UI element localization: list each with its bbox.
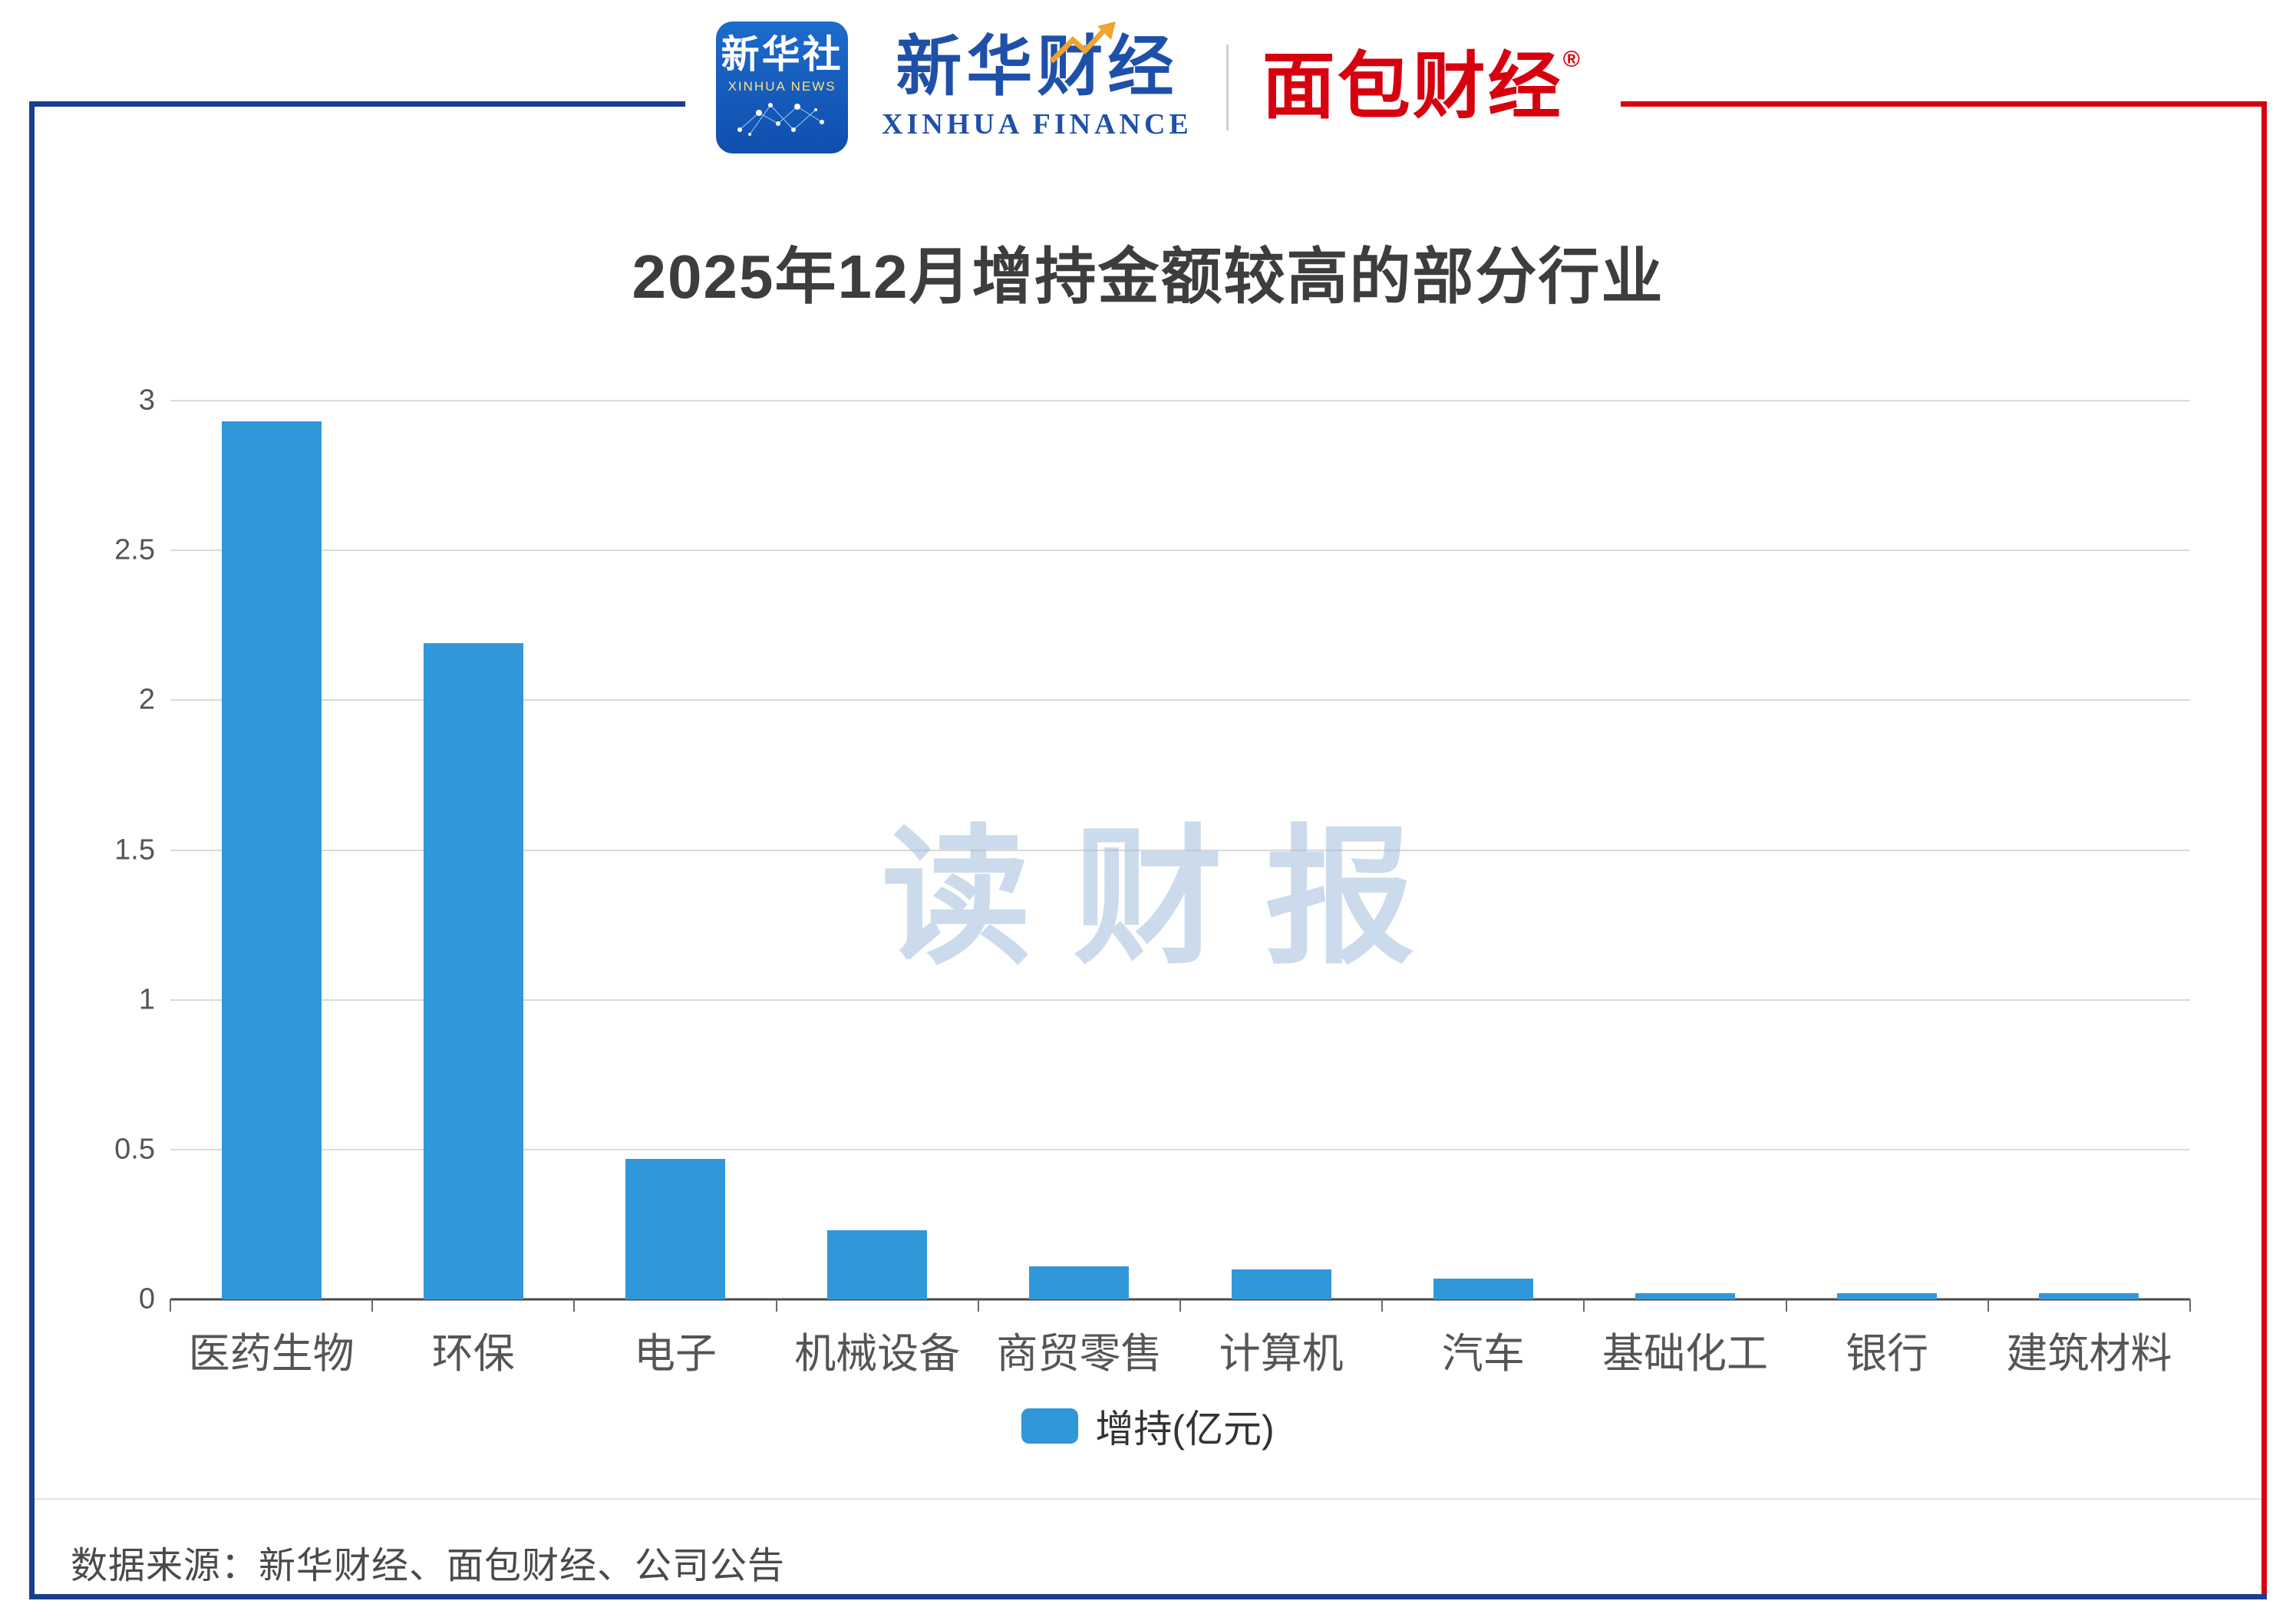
bar-建筑材料 (2039, 1293, 2139, 1299)
bar-slot: 机械设备 (777, 401, 978, 1377)
y-axis-tick-label: 2.5 (114, 533, 155, 566)
x-axis-category-label: 计算机 (1219, 1331, 1344, 1377)
y-axis-tick-label: 3 (138, 384, 155, 417)
frame-top-left-blue (29, 101, 685, 107)
gridline (170, 998, 2190, 1001)
data-source-text: 数据来源：新华财经、面包财经、公司公告 (71, 1546, 786, 1586)
frame-top-right-red (1621, 101, 2267, 107)
gridline (170, 400, 2190, 401)
legend: 增持(亿元) (0, 1398, 2296, 1454)
gridline (170, 550, 2190, 552)
plot-area: 0 0.5 1 1.5 2 2.5 3 医药生物 环保 电子 机械设备 商贸零售 计算机 汽车 基础化工 银行… (114, 385, 2191, 1377)
frame-right-red (2261, 101, 2267, 1599)
frame-bottom-blue (29, 1594, 2267, 1599)
xinhua-finance-en: XINHUA FINANCE (882, 108, 1193, 140)
legend-marker (1021, 1408, 1079, 1444)
xinhua-finance-cn: 新华财经 (896, 28, 1179, 105)
x-axis-tick (1179, 1299, 1181, 1312)
x-axis-category-label: 电子 (633, 1331, 717, 1377)
xinhua-news-logo-title: 新华社 (721, 33, 843, 76)
bar-slot: 商贸零售 (978, 401, 1180, 1377)
bar-slot: 环保 (372, 401, 574, 1377)
x-axis-tick (1381, 1299, 1384, 1312)
bar-商贸零售 (1029, 1266, 1130, 1299)
y-axis-tick-label: 1 (138, 983, 155, 1016)
bar-slot: 计算机 (1180, 401, 1382, 1377)
x-axis-category-label: 商贸零售 (996, 1331, 1163, 1377)
x-axis-tick (775, 1299, 777, 1312)
network-globe-icon (737, 103, 825, 136)
x-axis-category-label: 医药生物 (188, 1331, 355, 1377)
bar-slot: 建筑材料 (1988, 401, 2190, 1377)
x-axis-tick (170, 1299, 171, 1312)
bar-slot: 电子 (574, 401, 776, 1377)
bar-医药生物 (221, 421, 322, 1299)
bar-环保 (423, 643, 523, 1299)
registered-mark: ® (1562, 47, 1580, 73)
y-axis-tick-label: 0.5 (114, 1133, 155, 1166)
bar-slot: 医药生物 (170, 401, 372, 1377)
x-axis-category-label: 基础化工 (1602, 1331, 1768, 1377)
x-axis-tick (371, 1299, 374, 1312)
bar-机械设备 (827, 1230, 928, 1299)
bread-finance-cn: 面包财经 (1262, 46, 1563, 128)
xinhua-finance-logo: 新华财经 XINHUA FINANCE (882, 21, 1193, 141)
x-axis-category-label: 建筑材料 (2006, 1331, 2172, 1377)
header: 新华社 XINHUA NEWS 新华财经 XINHUA FINANC (0, 21, 2296, 153)
chart-title: 2025年12月增持金额较高的部分行业 (632, 243, 1664, 311)
header-divider (1226, 45, 1229, 130)
xinhua-news-logo: 新华社 XINHUA NEWS (716, 21, 849, 153)
y-axis-tick-label: 1.5 (114, 833, 155, 866)
frame-left-blue (29, 101, 35, 1599)
y-axis-tick-label: 2 (138, 683, 155, 716)
bar-银行 (1837, 1293, 1938, 1299)
bread-finance-logo: 面包财经 ® (1262, 45, 1580, 129)
bar-基础化工 (1635, 1293, 1735, 1299)
x-axis-category-label: 机械设备 (794, 1331, 961, 1377)
gridline (170, 1148, 2190, 1150)
legend-label: 增持(亿元) (1095, 1408, 1275, 1451)
bar-slot: 银行 (1786, 401, 1988, 1377)
bar-计算机 (1231, 1269, 1331, 1299)
x-axis-category-label: 银行 (1846, 1331, 1929, 1377)
footer-separator-line (35, 1498, 2261, 1500)
x-axis-tick (1785, 1299, 1787, 1312)
bar-slot: 基础化工 (1584, 401, 1786, 1377)
gridline (170, 699, 2190, 701)
bar-汽车 (1433, 1278, 1533, 1299)
xinhua-news-logo-subtitle: XINHUA NEWS (727, 79, 836, 94)
bar-电子 (625, 1158, 725, 1299)
x-axis-category-label: 汽车 (1441, 1331, 1525, 1377)
x-axis-category-label: 环保 (431, 1331, 515, 1377)
x-axis-tick (573, 1299, 576, 1312)
x-axis-tick (977, 1299, 979, 1312)
x-axis-tick (1987, 1299, 1989, 1312)
y-axis-tick-label: 0 (138, 1282, 155, 1315)
bar-slot: 汽车 (1382, 401, 1584, 1377)
gridline (170, 849, 2190, 851)
x-axis-tick (2189, 1299, 2191, 1312)
x-axis-tick (1583, 1299, 1585, 1312)
